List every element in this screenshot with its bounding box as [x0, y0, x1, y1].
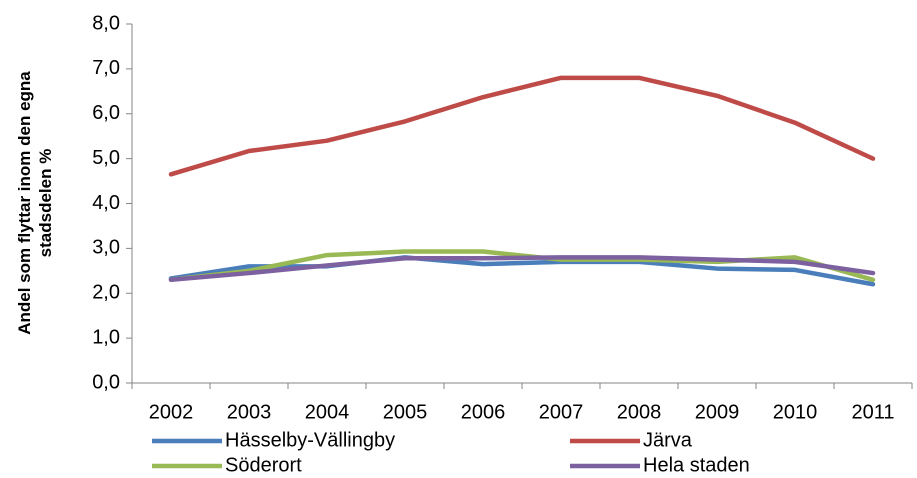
y-tick-label: 3,0 [92, 237, 120, 259]
legend-label: Söderort [225, 454, 302, 476]
x-tick-label: 2004 [305, 401, 350, 423]
x-tick-label: 2010 [773, 401, 818, 423]
legend-label: Järva [643, 429, 693, 451]
x-tick-label: 2002 [149, 401, 194, 423]
y-axis-label: Andel som flyttar inom den egna stadsdel… [15, 71, 55, 335]
x-tick-label: 2008 [617, 401, 662, 423]
y-tick-label: 5,0 [92, 147, 120, 169]
y-tick-label: 0,0 [92, 371, 120, 393]
y-tick-label: 8,0 [92, 12, 120, 34]
series-line [168, 255, 876, 283]
series-line [168, 75, 876, 177]
x-tick-label: 2009 [695, 401, 740, 423]
y-tick-label: 4,0 [92, 192, 120, 214]
x-tick-label: 2007 [539, 401, 584, 423]
x-tick-label: 2003 [227, 401, 272, 423]
y-tick-label: 1,0 [92, 326, 120, 348]
legend-label: Hela staden [643, 454, 750, 476]
x-tick-label: 2011 [851, 401, 894, 423]
y-tick-label: 7,0 [92, 57, 120, 79]
y-tick-label: 2,0 [92, 282, 120, 304]
x-tick-label: 2005 [383, 401, 428, 423]
x-tick-label: 2006 [461, 401, 506, 423]
series-line [168, 255, 876, 287]
legend-label: Hässelby-Vällingby [225, 429, 395, 451]
y-tick-label: 6,0 [92, 102, 120, 124]
